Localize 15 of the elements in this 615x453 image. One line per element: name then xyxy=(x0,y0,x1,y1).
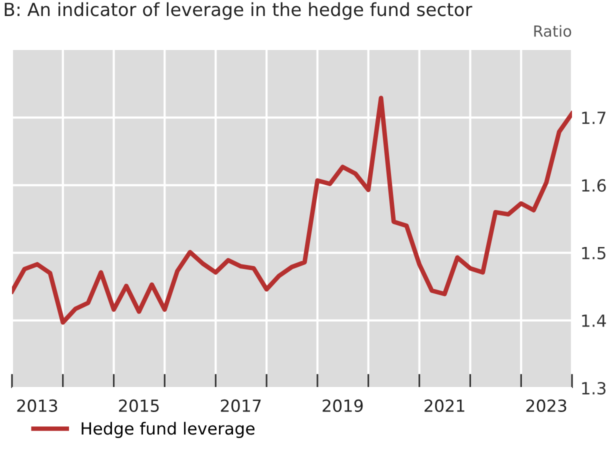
y-tick-label: 1.7 xyxy=(582,112,606,124)
y-axis-title: Ratio xyxy=(534,25,572,37)
y-tick-label: 1.4 xyxy=(582,314,606,327)
y-tick-label: 1.6 xyxy=(582,179,606,192)
x-tick-label: 2015 xyxy=(119,399,159,412)
x-tick-label: 2019 xyxy=(322,399,363,412)
chart-title: B: An indicator of leverage in the hedge fund sector xyxy=(4,2,472,20)
x-tick-label: 2013 xyxy=(17,399,58,412)
x-tick-label: 2023 xyxy=(526,399,566,412)
x-tick-label: 2017 xyxy=(220,399,261,412)
line-series xyxy=(12,96,572,325)
y-tick-label: 1.3 xyxy=(582,382,606,395)
x-tick-label: 2021 xyxy=(424,399,464,412)
y-tick-label: 1.5 xyxy=(582,246,606,260)
legend-label: Hedge fund leverage xyxy=(82,422,254,438)
